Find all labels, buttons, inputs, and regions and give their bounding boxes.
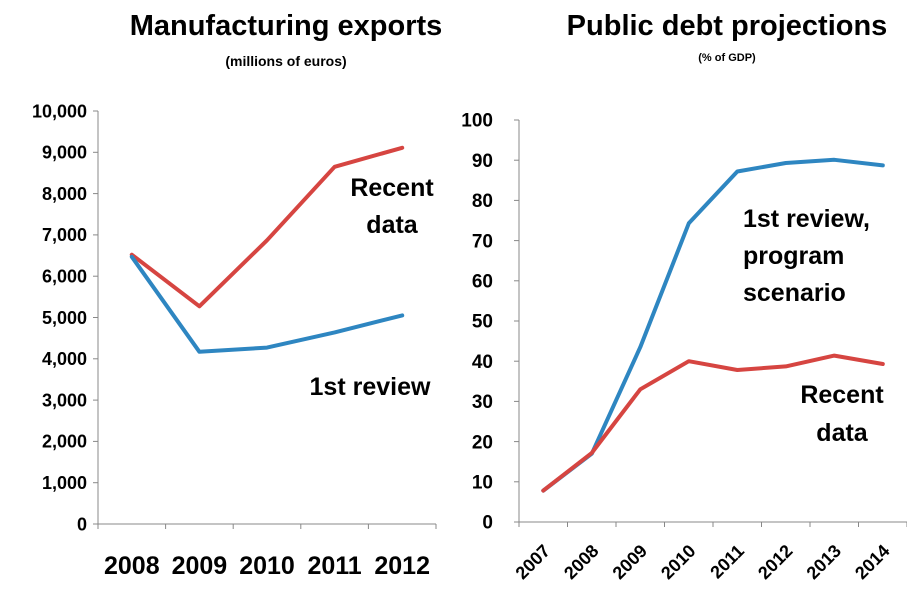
x-tick-label: 2011	[706, 541, 748, 583]
series-annotation: scenario	[743, 279, 846, 307]
x-tick-label: 2012	[374, 552, 430, 580]
x-tick-label: 2013	[803, 541, 845, 583]
x-tick-label: 2012	[754, 541, 796, 583]
y-tick-label: 6,000	[42, 267, 87, 287]
series-annotation: data	[816, 419, 869, 447]
y-tick-label: 4,000	[42, 349, 87, 369]
y-tick-label: 100	[461, 111, 493, 132]
series-line-red	[129, 145, 405, 309]
chart-title: Manufacturing exports	[130, 10, 443, 42]
chart-title: Public debt projections	[567, 10, 888, 42]
y-tick-label: 5,000	[42, 308, 87, 328]
x-tick-label: 2007	[512, 541, 554, 583]
x-tick-label: 2009	[609, 541, 651, 583]
y-tick-label: 2,000	[42, 432, 87, 452]
series-annotation: 1st review,	[743, 205, 870, 233]
y-tick-label: 70	[472, 231, 493, 252]
x-tick-label: 2014	[851, 541, 893, 583]
x-tick-label: 2010	[239, 552, 295, 580]
y-tick-label: 40	[472, 352, 493, 373]
y-tick-label: 30	[472, 392, 493, 413]
y-tick-label: 50	[472, 312, 493, 333]
series-annotation: Recent	[350, 174, 434, 202]
series-annotation: 1st review	[310, 373, 431, 401]
series-line-red	[541, 353, 885, 493]
series-annotation: Recent	[800, 381, 884, 409]
x-tick-label: 2008	[560, 541, 602, 583]
y-tick-label: 7,000	[42, 225, 87, 245]
chart-subtitle: (% of GDP)	[698, 52, 756, 64]
series-annotation: program	[743, 242, 844, 270]
y-tick-label: 20	[472, 432, 493, 453]
y-tick-label: 10,000	[32, 101, 87, 121]
x-tick-label: 2008	[104, 552, 160, 580]
x-tick-label: 2010	[657, 541, 699, 583]
x-tick-label: 2009	[172, 552, 228, 580]
series-annotation: data	[366, 211, 419, 239]
y-tick-label: 3,000	[42, 390, 87, 410]
x-tick-label: 2011	[307, 552, 361, 580]
y-tick-label: 10	[472, 472, 493, 493]
chart-subtitle: (millions of euros)	[225, 53, 346, 69]
y-tick-label: 0	[482, 513, 493, 534]
y-tick-label: 80	[472, 191, 493, 212]
y-tick-label: 8,000	[42, 184, 87, 204]
y-tick-label: 0	[77, 514, 87, 534]
series-line-blue	[129, 254, 405, 354]
y-tick-label: 9,000	[42, 143, 87, 163]
y-tick-label: 60	[472, 271, 493, 292]
y-tick-label: 1,000	[42, 473, 87, 493]
y-tick-label: 90	[472, 151, 493, 172]
series-line-blue	[541, 157, 885, 493]
